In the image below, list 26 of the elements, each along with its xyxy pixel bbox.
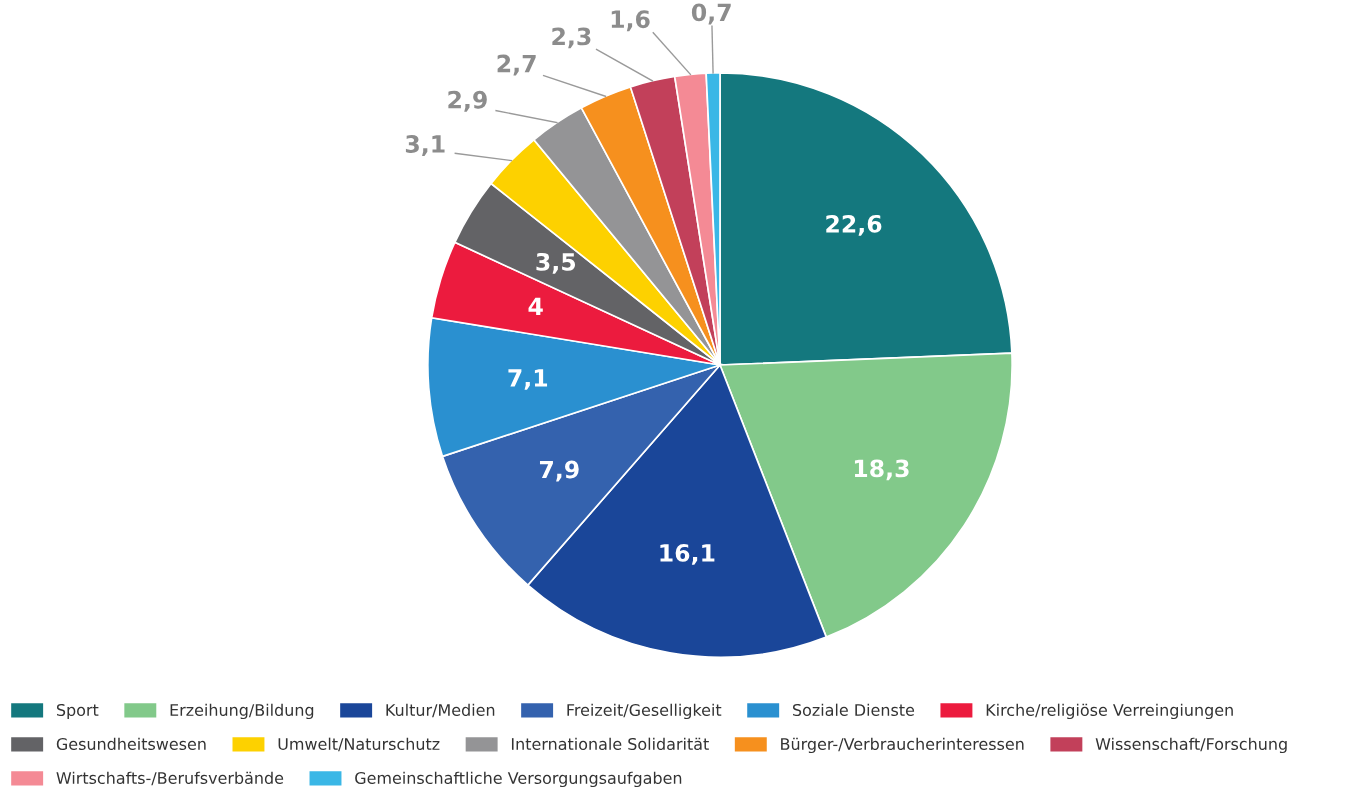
legend-label: Wissenschaft/Forschung — [1095, 737, 1287, 754]
legend-label: Umwelt/Naturschutz — [278, 737, 440, 752]
legend-label: Freizeit/Geselligkeit — [567, 703, 722, 720]
legend-label: Internationale Solidarität — [511, 737, 709, 751]
legend-label: Erzeihung/Bildung — [170, 703, 314, 720]
legend-label: Gesundheitswesen — [56, 737, 206, 751]
data-label: 2,3 — [552, 27, 591, 49]
data-label: 16,1 — [660, 543, 715, 565]
data-label: 4 — [528, 297, 543, 315]
data-label: 2,7 — [497, 54, 536, 76]
data-label: 22,6 — [826, 214, 882, 236]
data-label: 2,9 — [448, 90, 487, 112]
data-label: 0,7 — [691, 3, 731, 25]
data-label: 7,9 — [539, 460, 579, 482]
data-label: 3,1 — [405, 135, 445, 156]
legend-label: Gemeinschaftliche Versorgungsaufgaben — [355, 771, 682, 788]
data-label: 7,1 — [508, 369, 548, 390]
legend-label: Kirche/religiöse Verreingiungen — [986, 703, 1233, 720]
legend-label: Sport — [56, 703, 99, 720]
data-label: 3,5 — [536, 252, 576, 274]
legend-label: Soziale Dienste — [792, 703, 915, 717]
legend-label: Kultur/Medien — [386, 703, 495, 718]
legend-label: Wirtschafts-/Berufsverbände — [56, 771, 284, 786]
data-label: 1,6 — [611, 10, 650, 32]
data-label: 18,3 — [854, 459, 909, 481]
legend-label: Bürger-/Verbraucherinteressen — [781, 737, 1024, 754]
